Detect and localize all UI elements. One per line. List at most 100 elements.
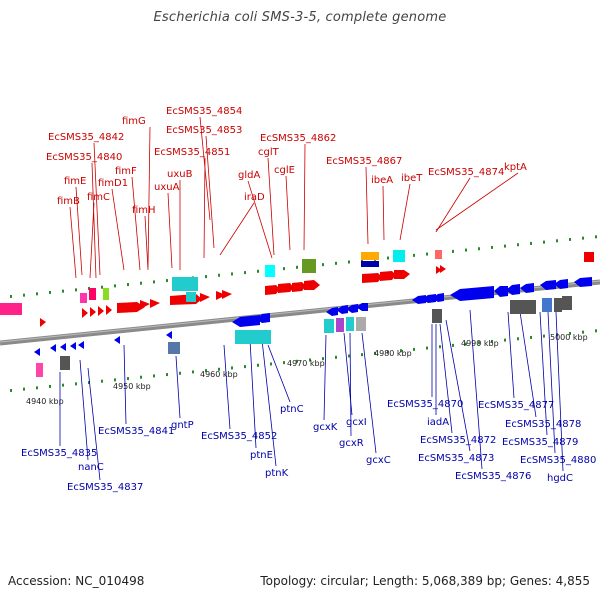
feature-box <box>235 330 271 344</box>
gene-arrow <box>200 293 210 302</box>
track-dot <box>231 366 233 370</box>
track-dot <box>296 359 298 363</box>
leader-line <box>144 215 149 271</box>
gene-arrow <box>106 305 112 315</box>
track-dot <box>374 351 376 355</box>
gene-arrow <box>70 342 76 350</box>
gene-label: gldA <box>238 170 260 181</box>
gene-arrow <box>98 306 104 316</box>
track-dot <box>465 342 467 346</box>
feature-box <box>554 298 562 312</box>
gene-arrow <box>166 331 172 339</box>
leader-line <box>91 162 97 279</box>
leader-line <box>267 157 275 256</box>
leader-line <box>261 339 277 467</box>
track-dot <box>205 369 207 373</box>
track-dot <box>322 357 324 361</box>
track-dot <box>23 387 25 391</box>
track-dot <box>296 265 298 269</box>
track-dot <box>452 343 454 347</box>
track-dot <box>517 337 519 341</box>
feature-box <box>542 298 552 312</box>
gene-arrow <box>520 283 534 293</box>
gene-label: EcSMS35_4854 <box>166 106 242 117</box>
gene-arrow <box>584 252 594 262</box>
gene-arrow <box>450 286 494 301</box>
leader-line <box>89 202 95 279</box>
leader-line <box>399 183 411 241</box>
track-dot <box>517 243 519 247</box>
gene-label: cglE <box>274 165 295 176</box>
gene-label: EcSMS35_4872 <box>420 435 496 446</box>
gene-label: fimC <box>87 192 110 203</box>
leader-line <box>323 334 327 421</box>
leader-line <box>349 332 352 437</box>
track-dot <box>127 283 129 287</box>
reverse-genes <box>34 277 592 356</box>
track-dot <box>257 363 259 367</box>
leader-line <box>205 135 215 249</box>
gene-label: EcSMS35_4840 <box>46 152 122 163</box>
bottom-track-dots <box>10 329 597 392</box>
track-dot <box>244 365 246 369</box>
gene-arrow <box>232 315 260 327</box>
tick-label: 4990 kbp <box>461 339 499 348</box>
gene-arrow <box>346 304 358 313</box>
feature-box <box>361 252 379 260</box>
track-dot <box>283 361 285 365</box>
track-dot <box>569 331 571 335</box>
track-dot <box>114 378 116 382</box>
feature-box <box>302 259 316 273</box>
feature-box <box>562 296 572 310</box>
track-dot <box>595 329 597 333</box>
gene-arrow <box>292 282 306 292</box>
track-dot <box>10 294 12 298</box>
gene-label: EcSMS35_4878 <box>505 419 581 430</box>
leader-line <box>219 202 255 256</box>
leader-line <box>361 332 377 454</box>
leader-line <box>147 126 151 269</box>
gene-label: EcSMS35_4873 <box>418 453 494 464</box>
track-dot <box>426 252 428 256</box>
gene-arrow <box>336 305 348 314</box>
track-dot <box>62 383 64 387</box>
gene-label: fimG <box>122 116 146 127</box>
track-dot <box>504 338 506 342</box>
gene-label: gcxI <box>346 417 367 428</box>
feature-box <box>356 317 366 331</box>
track-dot <box>582 330 584 334</box>
track-dot <box>361 353 363 357</box>
gene-arrow <box>278 283 294 293</box>
bottom-labels: EcSMS35_4835 nanC EcSMS35_4837 EcSMS35_4841… <box>21 399 596 493</box>
track-dot <box>335 261 337 265</box>
track-dot <box>218 273 220 277</box>
leader-line <box>223 344 231 430</box>
track-dot <box>166 279 168 283</box>
gene-arrow <box>140 300 150 309</box>
gene-arrow <box>78 341 84 349</box>
gene-label: EcSMS35_4851 <box>154 147 230 158</box>
leader-line <box>79 359 89 461</box>
leader-line <box>519 311 537 418</box>
feature-box <box>186 292 196 302</box>
gene-label: EcSMS35_4852 <box>201 431 277 442</box>
gene-label: EcSMS35_4880 <box>520 455 596 466</box>
coordinate-ticks: 4940 kbp 4950 kbp 4960 kbp 4970 kbp 4980 kbp… <box>26 333 588 406</box>
track-dot <box>348 260 350 264</box>
gene-label: ibeA <box>371 175 393 186</box>
track-dot <box>127 377 129 381</box>
gene-arrow <box>114 336 120 344</box>
track-dot <box>426 346 428 350</box>
gene-label: fimF <box>115 166 137 177</box>
track-dot <box>387 256 389 260</box>
gene-label: gntP <box>171 420 194 431</box>
gene-arrow <box>394 270 410 279</box>
gene-arrow <box>216 291 226 300</box>
track-dot <box>36 386 38 390</box>
feature-box <box>103 288 109 300</box>
gene-arrow <box>436 266 442 274</box>
track-dot <box>231 272 233 276</box>
gene-arrow <box>422 294 436 303</box>
feature-box <box>510 300 536 314</box>
tick-label: 4980 kbp <box>374 349 412 358</box>
